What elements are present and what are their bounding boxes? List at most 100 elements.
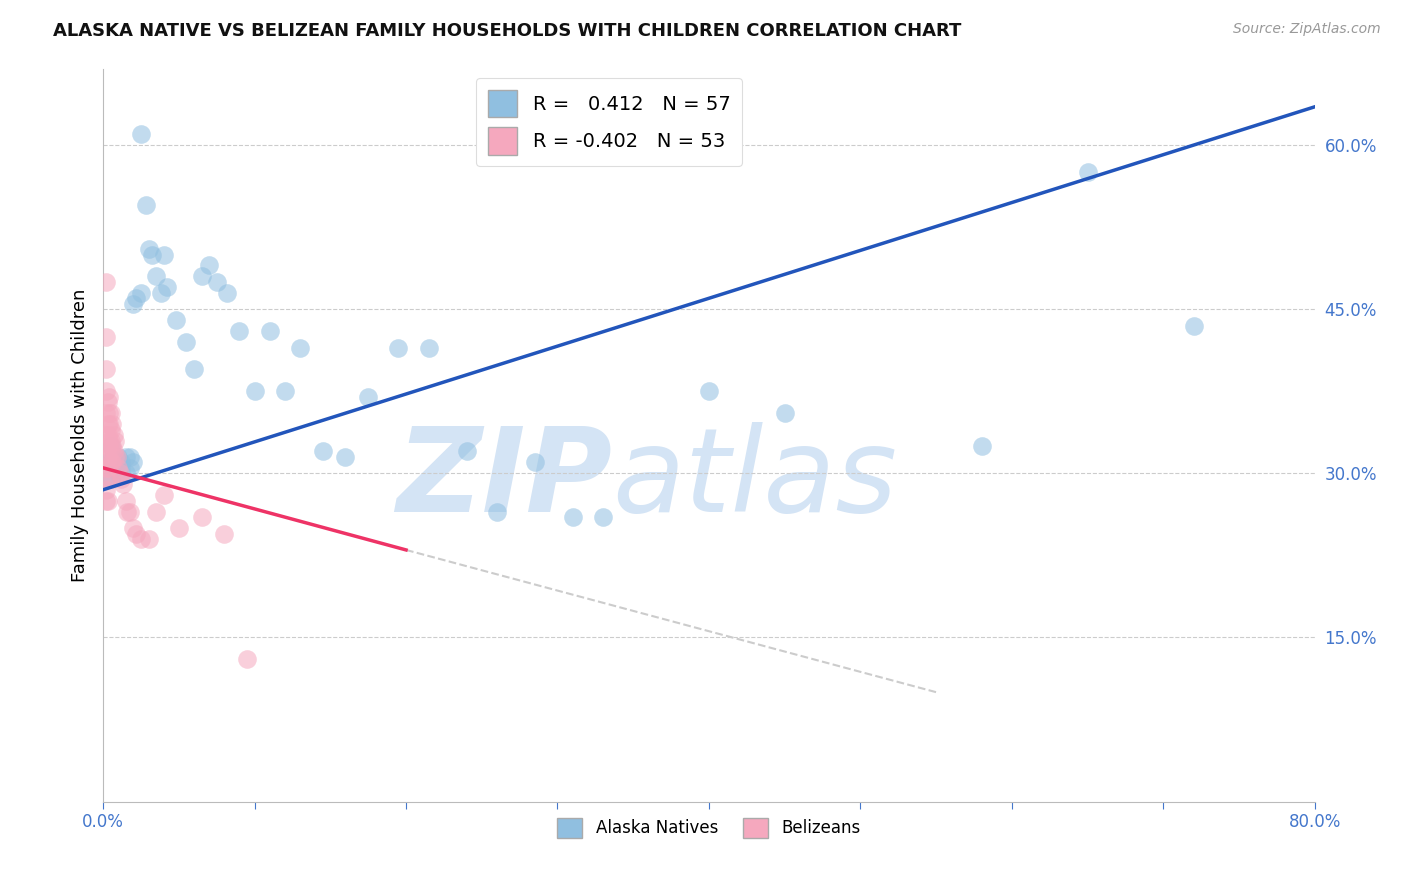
Point bbox=[96, 461, 118, 475]
Point bbox=[104, 461, 127, 475]
Point bbox=[156, 280, 179, 294]
Point bbox=[970, 439, 993, 453]
Point bbox=[357, 390, 380, 404]
Point bbox=[98, 434, 121, 448]
Point bbox=[98, 390, 121, 404]
Point bbox=[115, 450, 138, 464]
Point bbox=[100, 434, 122, 448]
Point bbox=[97, 461, 120, 475]
Point bbox=[115, 493, 138, 508]
Point bbox=[138, 532, 160, 546]
Point bbox=[243, 384, 266, 399]
Point bbox=[138, 242, 160, 256]
Point bbox=[100, 406, 122, 420]
Point bbox=[592, 510, 614, 524]
Point bbox=[96, 493, 118, 508]
Point bbox=[145, 269, 167, 284]
Point bbox=[125, 526, 148, 541]
Point bbox=[104, 434, 127, 448]
Point bbox=[103, 428, 125, 442]
Point bbox=[107, 450, 129, 464]
Y-axis label: Family Households with Children: Family Households with Children bbox=[72, 288, 89, 582]
Point bbox=[312, 444, 335, 458]
Point bbox=[100, 423, 122, 437]
Point bbox=[96, 329, 118, 343]
Point bbox=[96, 406, 118, 420]
Point bbox=[129, 285, 152, 300]
Point bbox=[773, 406, 796, 420]
Point bbox=[236, 652, 259, 666]
Point bbox=[122, 297, 145, 311]
Point bbox=[129, 127, 152, 141]
Point bbox=[104, 455, 127, 469]
Point bbox=[129, 532, 152, 546]
Point bbox=[97, 417, 120, 431]
Point bbox=[418, 341, 440, 355]
Point bbox=[97, 395, 120, 409]
Point bbox=[288, 341, 311, 355]
Point bbox=[485, 505, 508, 519]
Point bbox=[117, 505, 139, 519]
Point bbox=[97, 428, 120, 442]
Point bbox=[104, 450, 127, 464]
Point bbox=[100, 472, 122, 486]
Text: ZIP: ZIP bbox=[396, 422, 612, 536]
Point bbox=[183, 362, 205, 376]
Point bbox=[98, 406, 121, 420]
Point bbox=[561, 510, 583, 524]
Point bbox=[110, 472, 132, 486]
Point bbox=[101, 455, 124, 469]
Point bbox=[100, 455, 122, 469]
Point bbox=[96, 428, 118, 442]
Point bbox=[101, 439, 124, 453]
Point bbox=[97, 472, 120, 486]
Point bbox=[120, 450, 142, 464]
Point bbox=[104, 450, 127, 464]
Point bbox=[141, 247, 163, 261]
Point bbox=[149, 285, 172, 300]
Point bbox=[108, 467, 131, 481]
Point bbox=[198, 259, 221, 273]
Point bbox=[214, 526, 236, 541]
Point bbox=[152, 488, 174, 502]
Point bbox=[120, 461, 142, 475]
Point bbox=[125, 291, 148, 305]
Point bbox=[100, 455, 122, 469]
Point bbox=[96, 450, 118, 464]
Point bbox=[135, 198, 157, 212]
Point bbox=[98, 417, 121, 431]
Point bbox=[96, 384, 118, 399]
Text: atlas: atlas bbox=[612, 422, 897, 536]
Point bbox=[96, 472, 118, 486]
Point bbox=[122, 455, 145, 469]
Point bbox=[122, 521, 145, 535]
Point bbox=[165, 313, 187, 327]
Point bbox=[335, 450, 357, 464]
Point bbox=[97, 455, 120, 469]
Point bbox=[205, 275, 228, 289]
Point bbox=[217, 285, 239, 300]
Point bbox=[152, 247, 174, 261]
Text: Source: ZipAtlas.com: Source: ZipAtlas.com bbox=[1233, 22, 1381, 37]
Point bbox=[387, 341, 409, 355]
Point bbox=[107, 455, 129, 469]
Text: ALASKA NATIVE VS BELIZEAN FAMILY HOUSEHOLDS WITH CHILDREN CORRELATION CHART: ALASKA NATIVE VS BELIZEAN FAMILY HOUSEHO… bbox=[53, 22, 962, 40]
Point bbox=[110, 467, 132, 481]
Point bbox=[259, 324, 281, 338]
Point bbox=[97, 472, 120, 486]
Point bbox=[190, 269, 212, 284]
Point bbox=[96, 483, 118, 497]
Point bbox=[228, 324, 250, 338]
Point bbox=[100, 444, 122, 458]
Point bbox=[107, 467, 129, 481]
Point bbox=[96, 362, 118, 376]
Point bbox=[190, 510, 212, 524]
Point bbox=[274, 384, 297, 399]
Point bbox=[110, 461, 132, 475]
Point bbox=[1077, 165, 1099, 179]
Point bbox=[176, 334, 198, 349]
Point bbox=[1182, 318, 1205, 333]
Point bbox=[96, 275, 118, 289]
Point bbox=[100, 439, 122, 453]
Point bbox=[120, 505, 142, 519]
